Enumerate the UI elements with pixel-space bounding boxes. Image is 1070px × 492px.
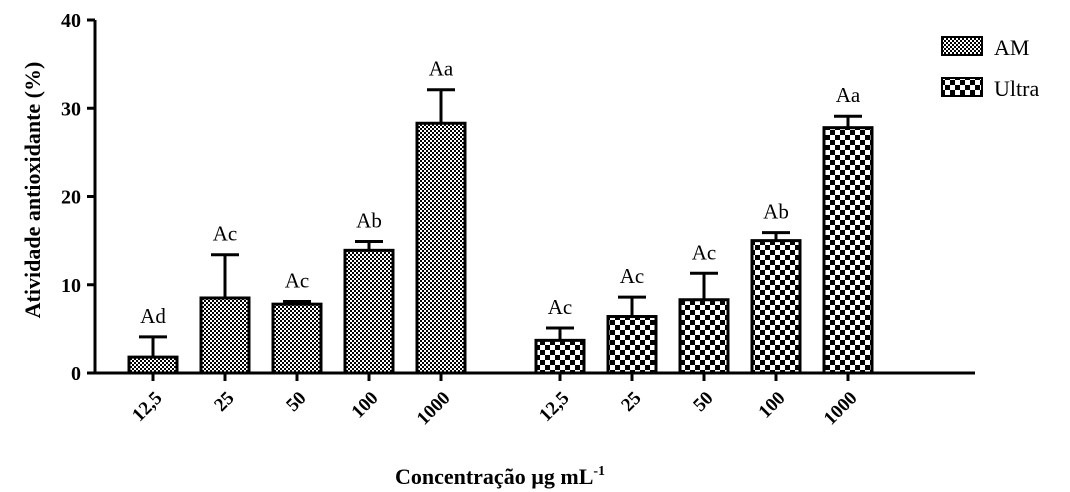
bar [127, 355, 179, 375]
y-tick-label: 30 [61, 98, 81, 120]
legend-swatch-ultra [941, 77, 983, 97]
x-tick-label: 100 [348, 388, 383, 423]
bar-significance-label: Ac [548, 295, 573, 319]
bar [534, 338, 586, 375]
x-tick-label: 25 [210, 388, 238, 416]
bar-significance-label: Ad [140, 304, 166, 328]
bar [199, 296, 251, 375]
bar-significance-label: Ab [356, 209, 382, 233]
x-tick-label: 50 [282, 388, 310, 416]
y-tick-label: 40 [61, 10, 81, 32]
bars-group: Ad 12,5 Ac 25 Ac 50 Ab 100 Aa 1000 Ac 12,5 Ac 25 Ac 50 A… [127, 57, 874, 430]
y-axis-title: Atividade antioxidante (%) [20, 62, 45, 319]
legend-label-ultra: Ultra [994, 76, 1039, 101]
legend-label-am: AM [994, 35, 1029, 60]
x-tick-label: 100 [755, 388, 790, 423]
bar-significance-label: Aa [836, 83, 861, 107]
bar-significance-label: Ac [692, 240, 717, 264]
y-axis: 0 10 20 30 40 [61, 10, 97, 385]
legend-swatch-am [941, 36, 983, 56]
bar [678, 298, 730, 375]
y-tick-label: 20 [61, 187, 81, 209]
x-tick-label: 1000 [820, 388, 862, 430]
x-axis-title: Concentração µg mL-1 [395, 464, 605, 489]
bar [415, 121, 467, 375]
bar-significance-label: Ab [763, 200, 789, 224]
bar-significance-label: Aa [429, 57, 454, 81]
y-tick-label: 10 [61, 275, 81, 297]
bar [343, 248, 395, 375]
bar-significance-label: Ac [285, 269, 310, 293]
x-tick-label: 1000 [413, 388, 455, 430]
bar [606, 315, 658, 375]
bar [750, 239, 802, 375]
x-tick-label: 25 [617, 388, 645, 416]
bar [822, 126, 874, 375]
bar-significance-label: Ac [213, 222, 238, 246]
bar [271, 302, 323, 375]
x-tick-label: 12,5 [535, 388, 573, 426]
legend: AM Ultra [941, 35, 1039, 101]
bar-significance-label: Ac [620, 264, 645, 288]
x-tick-label: 50 [689, 388, 717, 416]
y-tick-label: 0 [71, 363, 81, 385]
x-tick-label: 12,5 [128, 388, 166, 426]
